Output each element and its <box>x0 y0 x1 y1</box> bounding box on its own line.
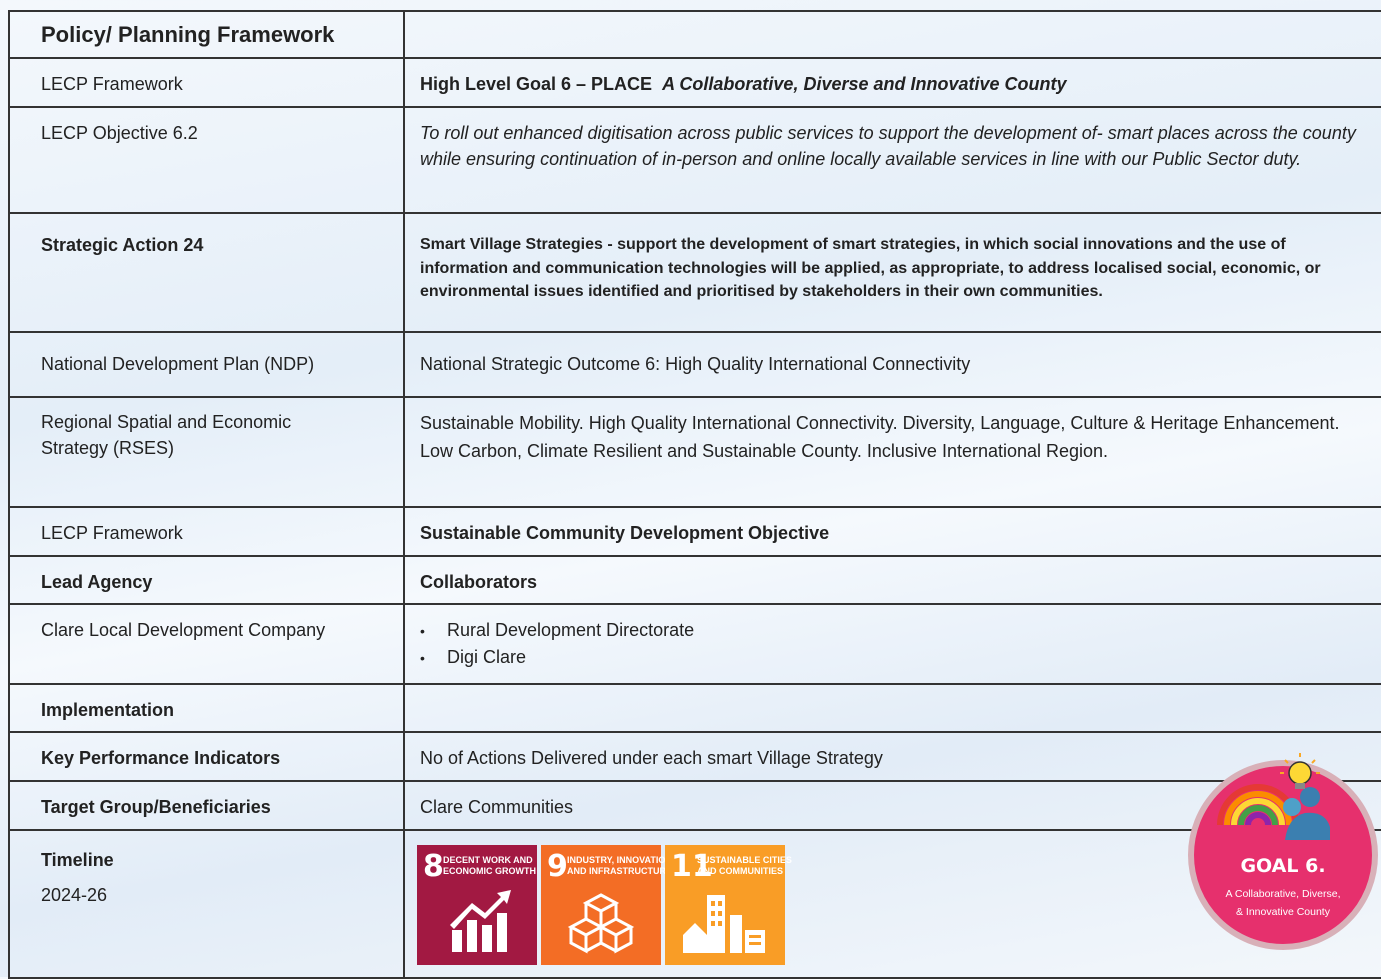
sdg-icon <box>683 895 765 953</box>
paragraph: Low Carbon, Climate Resilient and Sustai… <box>420 441 1109 461</box>
framework-table: Policy/ Planning Framework LECP Framewor… <box>8 10 1381 979</box>
value-cell: No of Actions Delivered under each smart… <box>403 731 1381 782</box>
sdg-icon <box>450 890 511 952</box>
people-icon <box>1283 787 1330 840</box>
sdg-tile: 11 SUSTAINABLE CITIES AND COMMUNITIES <box>665 845 792 965</box>
label-cell: Strategic Action 24 <box>8 212 405 333</box>
label-cell: LECP Objective 6.2 <box>8 106 405 214</box>
sdg-title: INDUSTRY, INNOVATION AND INFRASTRUCTURE <box>567 855 672 877</box>
label-cell: Regional Spatial and Economic Strategy (… <box>8 396 405 508</box>
value-cell: Sustainable Mobility. High Quality Inter… <box>403 396 1381 508</box>
badge-line: A Collaborative, Diverse, <box>1226 888 1341 900</box>
sdg-line: AND COMMUNITIES <box>697 866 783 876</box>
badge-line: & Innovative County <box>1236 906 1331 918</box>
label-cell: Lead Agency <box>8 555 405 605</box>
sdg-icon <box>567 893 635 954</box>
sdg-line: ECONOMIC GROWTH <box>443 866 536 876</box>
lightbulb <box>1280 753 1320 789</box>
bullet-text: Rural Development Directorate <box>447 620 695 640</box>
sdg-tile: 9 INDUSTRY, INNOVATION AND INFRASTRUCTURE <box>541 845 672 965</box>
value-cell: National Strategic Outcome 6: High Quali… <box>403 331 1381 398</box>
sdg-title: DECENT WORK AND ECONOMIC GROWTH <box>443 855 536 877</box>
sdg-line: INDUSTRY, INNOVATION <box>567 855 672 865</box>
sdg-tile: 8 DECENT WORK AND ECONOMIC GROWTH <box>417 845 537 965</box>
sdg-title: SUSTAINABLE CITIES AND COMMUNITIES <box>697 855 792 877</box>
sdg-line: AND INFRASTRUCTURE <box>567 866 672 876</box>
sdg-line: SUSTAINABLE CITIES <box>697 855 792 865</box>
label-cell: Clare Local Development Company <box>8 603 405 685</box>
label-cell: Timeline 2024-26 <box>8 829 405 979</box>
bullet-text: Digi Clare <box>447 647 527 667</box>
label-cell: LECP Framework <box>8 57 405 108</box>
timeline-value: 2024-26 <box>41 885 108 905</box>
label-cell: Implementation <box>8 683 405 733</box>
goal: High Level Goal 6 – PLACE <box>420 74 653 94</box>
value-cell: Sustainable Community Development Object… <box>403 506 1381 557</box>
sdg-line: DECENT WORK AND <box>443 855 533 865</box>
paragraph: Sustainable Mobility. High Quality Inter… <box>420 413 1340 433</box>
label-cell: LECP Framework <box>8 506 405 557</box>
label-cell: Target Group/Beneficiaries <box>8 780 405 831</box>
goal-name: A Collaborative, Diverse and Innovative … <box>662 74 1067 94</box>
value-cell: Rural Development Directorate Digi Clare <box>403 603 1381 685</box>
bullet: Rural Development Directorate <box>420 617 1372 644</box>
sdg-number: 11 <box>671 849 713 884</box>
value-cell: To roll out enhanced digitisation across… <box>403 106 1381 214</box>
bullet-list: Rural Development Directorate Digi Clare <box>420 617 1372 671</box>
timeline-label: Timeline <box>41 850 114 870</box>
label-cell: National Development Plan (NDP) <box>8 331 405 398</box>
goal-badge: GOAL 6. A Collaborative, Diverse, & Inno… <box>1188 753 1378 950</box>
empty-cell <box>403 10 1381 59</box>
badge-title: GOAL 6. <box>1240 855 1325 877</box>
value-cell: Smart Village Strategies - support the d… <box>403 212 1381 333</box>
value-cell: Collaborators <box>403 555 1381 605</box>
sdg-number: 8 <box>423 849 444 884</box>
empty-cell <box>403 683 1381 733</box>
sdg-number: 9 <box>547 849 568 884</box>
header-cell: Policy/ Planning Framework <box>8 10 405 59</box>
label-cell: Key Performance Indicators <box>8 731 405 782</box>
bullet: Digi Clare <box>420 644 1372 671</box>
value-cell: High Level Goal 6 – PLACE A Collaborativ… <box>403 57 1381 108</box>
